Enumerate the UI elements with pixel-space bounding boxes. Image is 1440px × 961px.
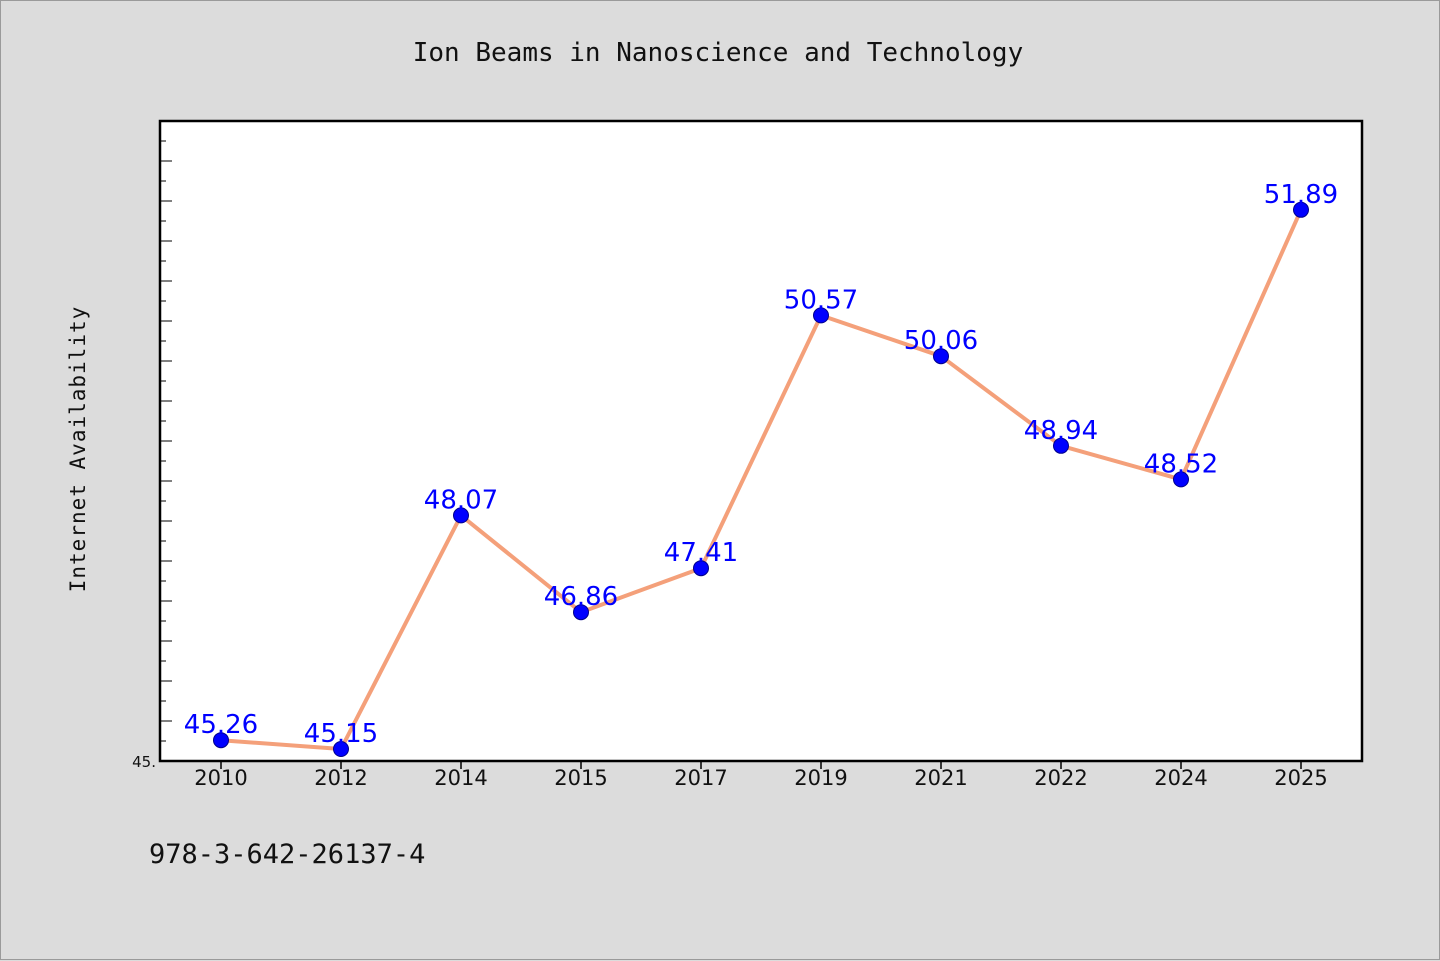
y-axis-ticks	[160, 120, 172, 762]
data-point	[573, 604, 589, 621]
data-point	[1173, 471, 1189, 488]
data-label: 45.15	[304, 719, 378, 749]
data-label: 50.57	[784, 285, 858, 315]
data-point	[933, 348, 949, 365]
data-point	[453, 507, 469, 524]
x-tick-label: 2010	[194, 766, 247, 790]
x-axis: 2010 2012 2014 2015 2017 2019 2021 2022 2024 2025	[194, 761, 1328, 790]
plot-border	[158, 119, 1364, 763]
data-label: 50.06	[904, 326, 978, 356]
series-line	[220, 208, 1303, 751]
x-tick-label: 2019	[794, 766, 847, 790]
data-label: 46.86	[544, 582, 618, 612]
x-tick-label: 2021	[914, 766, 967, 790]
data-label: 51.89	[1264, 180, 1338, 210]
chart-title: Ion Beams in Nanoscience and Technology	[413, 38, 1023, 68]
x-tick-label: 2012	[314, 766, 367, 790]
x-tick-label: 2022	[1034, 766, 1087, 790]
x-tick-label: 2017	[674, 766, 727, 790]
data-label: 48.94	[1024, 416, 1098, 446]
data-point	[1293, 201, 1309, 218]
data-point	[333, 741, 349, 757]
y-axis-label: Internet Availability	[66, 306, 90, 593]
y-axis: 45.	[132, 753, 156, 771]
data-point	[813, 307, 829, 324]
x-tick-label: 2014	[434, 766, 487, 790]
footer-isbn: 978-3-642-26137-4	[149, 839, 425, 870]
data-point	[213, 732, 229, 749]
x-tick-label: 2024	[1154, 766, 1207, 790]
data-label: 48.07	[424, 485, 498, 515]
data-label: 47.41	[664, 538, 738, 568]
y-tick-label: 45.	[132, 753, 156, 771]
data-label: 48.52	[1144, 449, 1218, 479]
data-point	[1053, 437, 1069, 454]
x-tick-label: 2025	[1274, 766, 1327, 790]
x-tick-label: 2015	[554, 766, 607, 790]
data-point	[693, 560, 709, 577]
data-label: 45.26	[184, 710, 258, 740]
series-layer: 45.26 45.15 48.07 46.86 47.41 50.57 50.06 48.94…	[184, 180, 1338, 757]
